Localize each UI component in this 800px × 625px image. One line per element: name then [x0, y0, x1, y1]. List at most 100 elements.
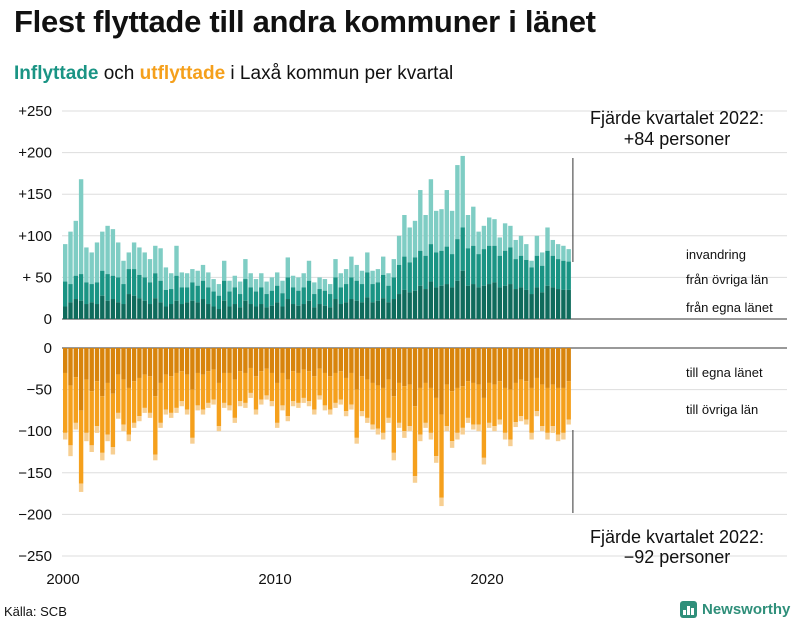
- bar-inflow-own-county: [184, 302, 190, 319]
- bar-outflow-other-counties: [354, 389, 359, 438]
- bar-outflow-own-county: [322, 348, 328, 373]
- bar-inflow-own-county: [78, 300, 84, 319]
- bar-inflow-own-county: [524, 289, 529, 319]
- bar-outflow-other-counties: [465, 381, 471, 418]
- subtitle-outflow-word: utflyttade: [139, 63, 226, 84]
- bar-outflow-own-county: [264, 348, 269, 369]
- bar-outflow-emigration: [163, 409, 169, 415]
- bar-inflow-immigration: [285, 257, 290, 278]
- bar-inflow-immigration: [89, 252, 94, 285]
- bar-inflow-immigration: [524, 244, 529, 260]
- bar-inflow-own-county: [476, 287, 481, 319]
- bar-inflow-other-counties: [487, 245, 492, 285]
- bar-outflow-other-counties: [306, 371, 312, 402]
- bar-outflow-emigration: [68, 445, 73, 457]
- bar-outflow-other-counties: [190, 389, 195, 438]
- bar-inflow-other-counties: [343, 284, 349, 303]
- bar-inflow-other-counties: [126, 269, 131, 295]
- bar-outflow-emigration: [540, 426, 545, 432]
- bar-inflow-other-counties: [375, 282, 381, 301]
- bar-inflow-own-county: [439, 285, 444, 319]
- bar-inflow-own-county: [370, 302, 375, 319]
- bar-inflow-other-counties: [285, 277, 290, 300]
- bar-outflow-emigration: [487, 422, 492, 428]
- bar-outflow-emigration: [169, 412, 174, 418]
- bar-inflow-immigration: [169, 273, 174, 290]
- bar-outflow-other-counties: [147, 376, 153, 413]
- bar-inflow-other-counties: [63, 281, 68, 307]
- bar-outflow-own-county: [396, 348, 402, 383]
- bar-inflow-other-counties: [211, 291, 216, 307]
- bar-outflow-other-counties: [105, 382, 110, 435]
- bar-outflow-own-county: [195, 348, 200, 373]
- bar-outflow-other-counties: [290, 371, 296, 402]
- series-label-immigration: invandring: [686, 247, 746, 262]
- bar-outflow-own-county: [296, 348, 301, 373]
- bar-outflow-emigration: [460, 427, 465, 435]
- chart-title: Flest flyttade till andra kommuner i län…: [14, 4, 596, 39]
- bar-outflow-emigration: [481, 457, 487, 465]
- bar-inflow-own-county: [550, 287, 555, 319]
- bar-inflow-other-counties: [566, 261, 571, 290]
- bar-outflow-own-county: [211, 348, 216, 370]
- bar-inflow-own-county: [275, 302, 280, 319]
- bar-inflow-other-counties: [280, 293, 285, 307]
- bar-outflow-other-counties: [428, 387, 434, 433]
- subtitle-inflow-word: Inflyttade: [14, 63, 99, 84]
- subtitle-rest: i Laxå kommun per kvartal: [225, 63, 454, 84]
- bar-outflow-emigration: [402, 431, 407, 438]
- bar-inflow-own-county: [63, 306, 68, 319]
- series-label-inflow-other-counties: från övriga län: [686, 272, 768, 287]
- bar-inflow-own-county: [232, 304, 237, 319]
- bar-inflow-other-counties: [476, 254, 481, 288]
- bar-outflow-other-counties: [434, 397, 439, 457]
- annotation-top-line2: +84 personer: [624, 129, 731, 149]
- bar-outflow-own-county: [412, 348, 418, 407]
- bar-inflow-other-counties: [116, 277, 121, 303]
- bar-outflow-own-county: [333, 348, 338, 373]
- bar-outflow-emigration: [455, 432, 460, 440]
- y-tick-label: 0: [44, 340, 52, 357]
- bar-inflow-own-county: [333, 299, 338, 319]
- bar-inflow-immigration: [264, 281, 269, 295]
- bar-inflow-own-county: [200, 299, 206, 319]
- bar-inflow-other-counties: [216, 295, 222, 310]
- bar-outflow-other-counties: [402, 386, 407, 432]
- bar-outflow-own-county: [84, 348, 89, 380]
- bar-inflow-other-counties: [428, 244, 434, 282]
- bar-inflow-immigration: [423, 215, 428, 256]
- bar-outflow-own-county: [259, 348, 264, 372]
- bar-inflow-immigration: [306, 260, 312, 281]
- bar-inflow-immigration: [94, 242, 100, 283]
- bar-inflow-own-county: [312, 307, 317, 319]
- subtitle-and-word: och: [98, 63, 140, 84]
- bar-inflow-other-counties: [195, 285, 200, 303]
- bar-outflow-emigration: [492, 426, 497, 432]
- bar-outflow-own-county: [550, 348, 555, 385]
- bar-inflow-own-county: [359, 302, 365, 319]
- bar-outflow-emigration: [216, 426, 222, 432]
- bar-inflow-immigration: [540, 252, 545, 266]
- bar-inflow-own-county: [502, 285, 508, 319]
- bar-inflow-own-county: [259, 304, 264, 319]
- bar-outflow-emigration: [476, 424, 481, 432]
- bar-inflow-own-county: [174, 300, 179, 319]
- bar-outflow-own-county: [359, 348, 365, 377]
- bar-outflow-own-county: [78, 348, 84, 411]
- bar-outflow-own-county: [169, 348, 174, 377]
- bar-inflow-own-county: [444, 284, 449, 319]
- bar-inflow-immigration: [105, 225, 110, 275]
- bar-inflow-other-counties: [68, 284, 73, 303]
- bar-inflow-other-counties: [550, 255, 555, 288]
- bar-outflow-emigration: [290, 401, 296, 407]
- bar-inflow-immigration: [222, 260, 227, 281]
- bar-outflow-own-county: [407, 348, 412, 385]
- bar-inflow-own-county: [322, 305, 328, 319]
- bar-inflow-other-counties: [317, 289, 322, 305]
- bar-inflow-other-counties: [158, 280, 163, 303]
- bar-inflow-other-counties: [518, 255, 524, 288]
- bar-outflow-other-counties: [158, 382, 163, 423]
- bar-inflow-own-county: [227, 306, 232, 319]
- bar-inflow-immigration: [550, 239, 555, 256]
- bar-inflow-immigration: [502, 223, 508, 251]
